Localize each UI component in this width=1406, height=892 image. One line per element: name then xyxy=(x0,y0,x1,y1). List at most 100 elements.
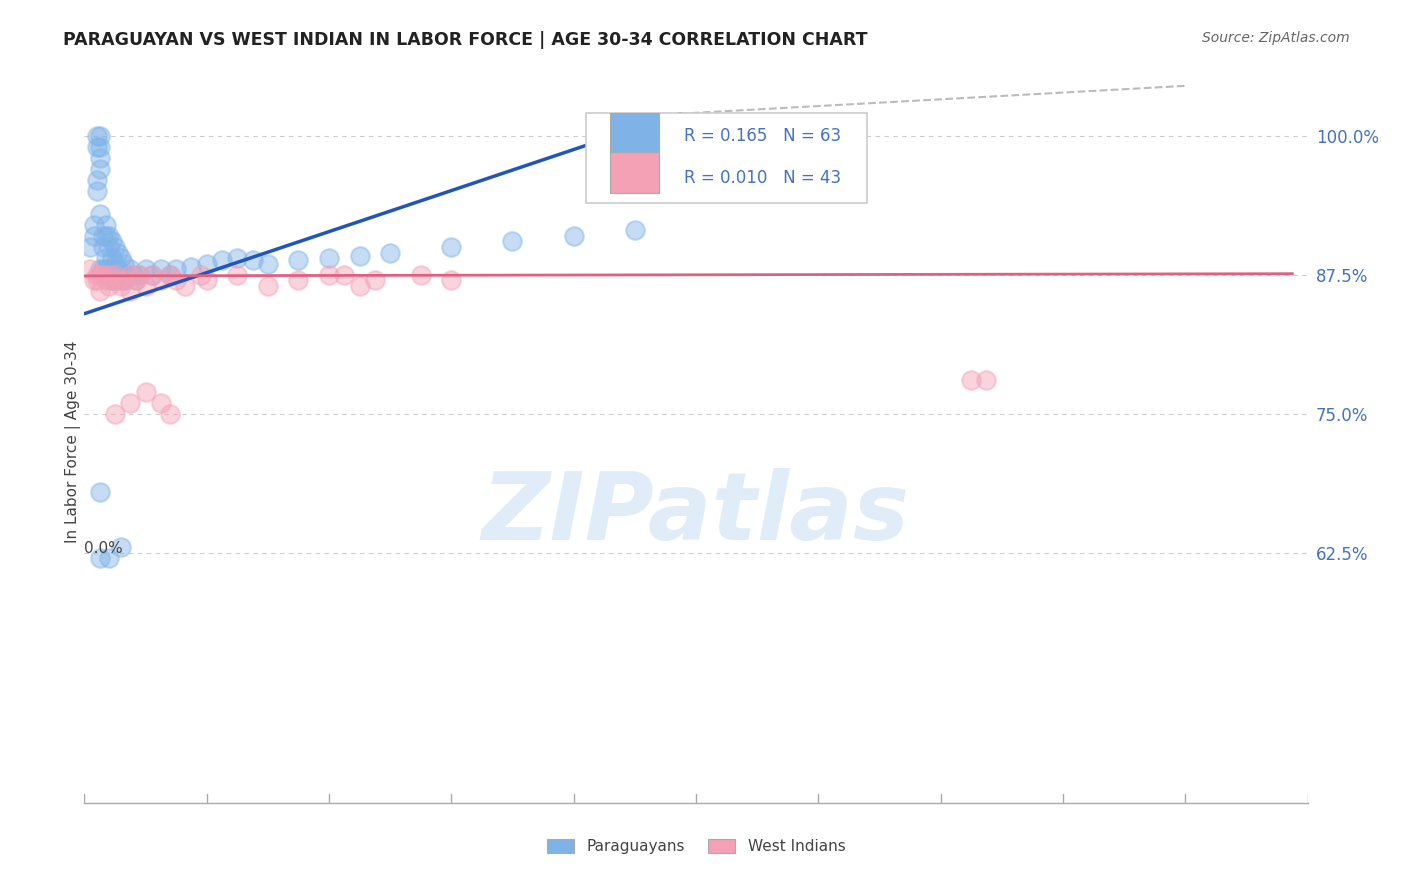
Point xyxy=(120,285,142,299)
Point xyxy=(110,540,132,554)
Point xyxy=(112,273,135,287)
Point xyxy=(107,245,129,260)
Point xyxy=(97,279,120,293)
Point xyxy=(86,185,108,199)
Point xyxy=(165,262,187,277)
Point xyxy=(149,262,172,277)
Point xyxy=(97,262,120,277)
Point xyxy=(97,228,120,243)
Point xyxy=(94,218,117,232)
Point xyxy=(159,407,181,421)
Point xyxy=(257,279,280,293)
Point xyxy=(960,373,983,387)
Point xyxy=(89,151,111,165)
Legend: Paraguayans, West Indians: Paraguayans, West Indians xyxy=(540,833,852,860)
Point xyxy=(89,262,111,277)
Point xyxy=(562,228,585,243)
Point xyxy=(149,273,172,287)
Point xyxy=(135,384,157,399)
Point xyxy=(86,140,108,154)
Point xyxy=(83,218,105,232)
Point xyxy=(89,285,111,299)
Point xyxy=(89,128,111,143)
Point xyxy=(128,268,150,282)
Point xyxy=(86,273,108,287)
Point xyxy=(318,268,340,282)
Point xyxy=(122,268,145,282)
Point xyxy=(349,279,371,293)
Point xyxy=(86,128,108,143)
Point xyxy=(94,273,117,287)
Text: PARAGUAYAN VS WEST INDIAN IN LABOR FORCE | AGE 30-34 CORRELATION CHART: PARAGUAYAN VS WEST INDIAN IN LABOR FORCE… xyxy=(63,31,868,49)
Point xyxy=(101,251,124,265)
FancyBboxPatch shape xyxy=(610,113,659,153)
Point xyxy=(101,235,124,249)
Point xyxy=(141,268,163,282)
Point xyxy=(190,268,212,282)
Point xyxy=(120,268,142,282)
Point xyxy=(333,268,356,282)
Point xyxy=(91,240,114,254)
FancyBboxPatch shape xyxy=(586,112,868,203)
Point xyxy=(94,251,117,265)
Y-axis label: In Labor Force | Age 30-34: In Labor Force | Age 30-34 xyxy=(65,340,82,543)
Point xyxy=(112,257,135,271)
Point xyxy=(125,273,148,287)
Point xyxy=(120,262,142,277)
Point xyxy=(89,268,111,282)
Point xyxy=(97,268,120,282)
Point xyxy=(159,268,181,282)
Point xyxy=(101,273,124,287)
Point xyxy=(94,262,117,277)
Point xyxy=(91,228,114,243)
Point xyxy=(135,262,157,277)
Point xyxy=(159,268,181,282)
Text: R = 0.165   N = 63: R = 0.165 N = 63 xyxy=(683,128,841,145)
Point xyxy=(180,260,202,274)
Point xyxy=(107,273,129,287)
Point xyxy=(174,279,197,293)
Point xyxy=(195,257,218,271)
Point xyxy=(89,207,111,221)
Point xyxy=(257,257,280,271)
Point xyxy=(101,273,124,287)
Point xyxy=(79,262,101,277)
Point xyxy=(110,251,132,265)
Point xyxy=(349,249,371,263)
Point xyxy=(135,279,157,293)
Point xyxy=(128,268,150,282)
Point xyxy=(104,407,127,421)
Point xyxy=(91,262,114,277)
Point xyxy=(195,273,218,287)
Point xyxy=(104,273,127,287)
Text: ZIPatlas: ZIPatlas xyxy=(482,467,910,560)
FancyBboxPatch shape xyxy=(610,153,659,193)
Point xyxy=(976,373,998,387)
Point xyxy=(107,262,129,277)
Point xyxy=(83,273,105,287)
Point xyxy=(165,273,187,287)
Point xyxy=(440,273,463,287)
Text: 0.0%: 0.0% xyxy=(84,541,124,557)
Point xyxy=(287,273,309,287)
Point xyxy=(97,240,120,254)
Point xyxy=(104,257,127,271)
Point xyxy=(112,273,135,287)
Point xyxy=(440,240,463,254)
Point xyxy=(226,251,249,265)
Point xyxy=(97,551,120,566)
Point xyxy=(104,240,127,254)
Point xyxy=(364,273,387,287)
Point xyxy=(624,223,647,237)
Point xyxy=(83,228,105,243)
Point xyxy=(110,273,132,287)
Text: Source: ZipAtlas.com: Source: ZipAtlas.com xyxy=(1202,31,1350,45)
Point xyxy=(89,162,111,177)
Point xyxy=(242,253,264,268)
Point xyxy=(91,268,114,282)
Point xyxy=(211,253,233,268)
Point xyxy=(125,273,148,287)
Point xyxy=(141,268,163,282)
Point xyxy=(149,395,172,409)
Text: R = 0.010   N = 43: R = 0.010 N = 43 xyxy=(683,169,841,187)
